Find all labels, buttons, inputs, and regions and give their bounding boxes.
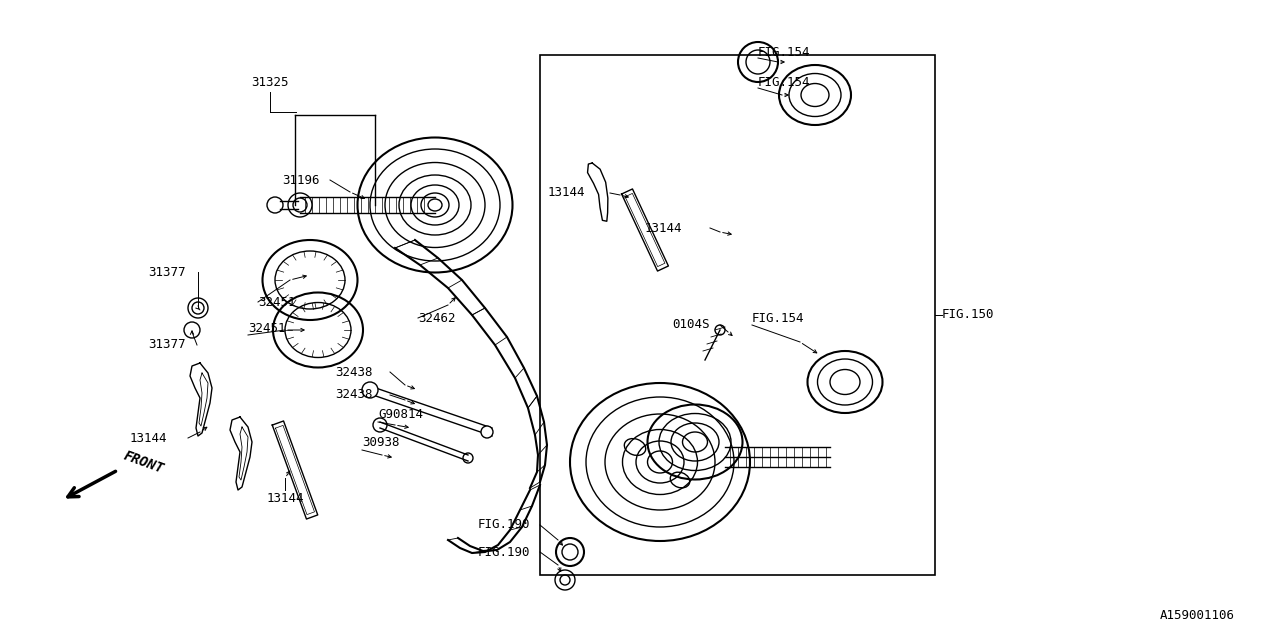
Text: 13144: 13144: [645, 221, 682, 234]
Text: FIG.150: FIG.150: [942, 308, 995, 321]
Text: 30938: 30938: [362, 435, 399, 449]
Text: 32451: 32451: [248, 321, 285, 335]
Text: A159001106: A159001106: [1160, 609, 1235, 622]
Bar: [540, 55, 934, 575]
Text: 31377: 31377: [148, 339, 186, 351]
Text: 32438: 32438: [335, 388, 372, 401]
Text: G90814: G90814: [378, 408, 422, 422]
Text: 31377: 31377: [148, 266, 186, 278]
Text: 32451: 32451: [259, 296, 296, 308]
Text: 31325: 31325: [251, 76, 289, 88]
Text: 32462: 32462: [419, 312, 456, 324]
Text: FIG.190: FIG.190: [477, 545, 530, 559]
Text: 0104S: 0104S: [672, 319, 709, 332]
Text: 13144: 13144: [548, 186, 585, 200]
Text: 32438: 32438: [335, 365, 372, 378]
Text: FIG.190: FIG.190: [477, 518, 530, 531]
Text: FIG.154: FIG.154: [758, 45, 810, 58]
Text: 13144: 13144: [266, 492, 303, 504]
Text: FIG.154: FIG.154: [758, 76, 810, 88]
Text: FIG.154: FIG.154: [753, 312, 805, 324]
Text: FRONT: FRONT: [122, 448, 166, 476]
Text: 31196: 31196: [282, 173, 320, 186]
Text: 13144: 13144: [131, 431, 168, 445]
Circle shape: [362, 382, 378, 398]
Circle shape: [481, 426, 493, 438]
